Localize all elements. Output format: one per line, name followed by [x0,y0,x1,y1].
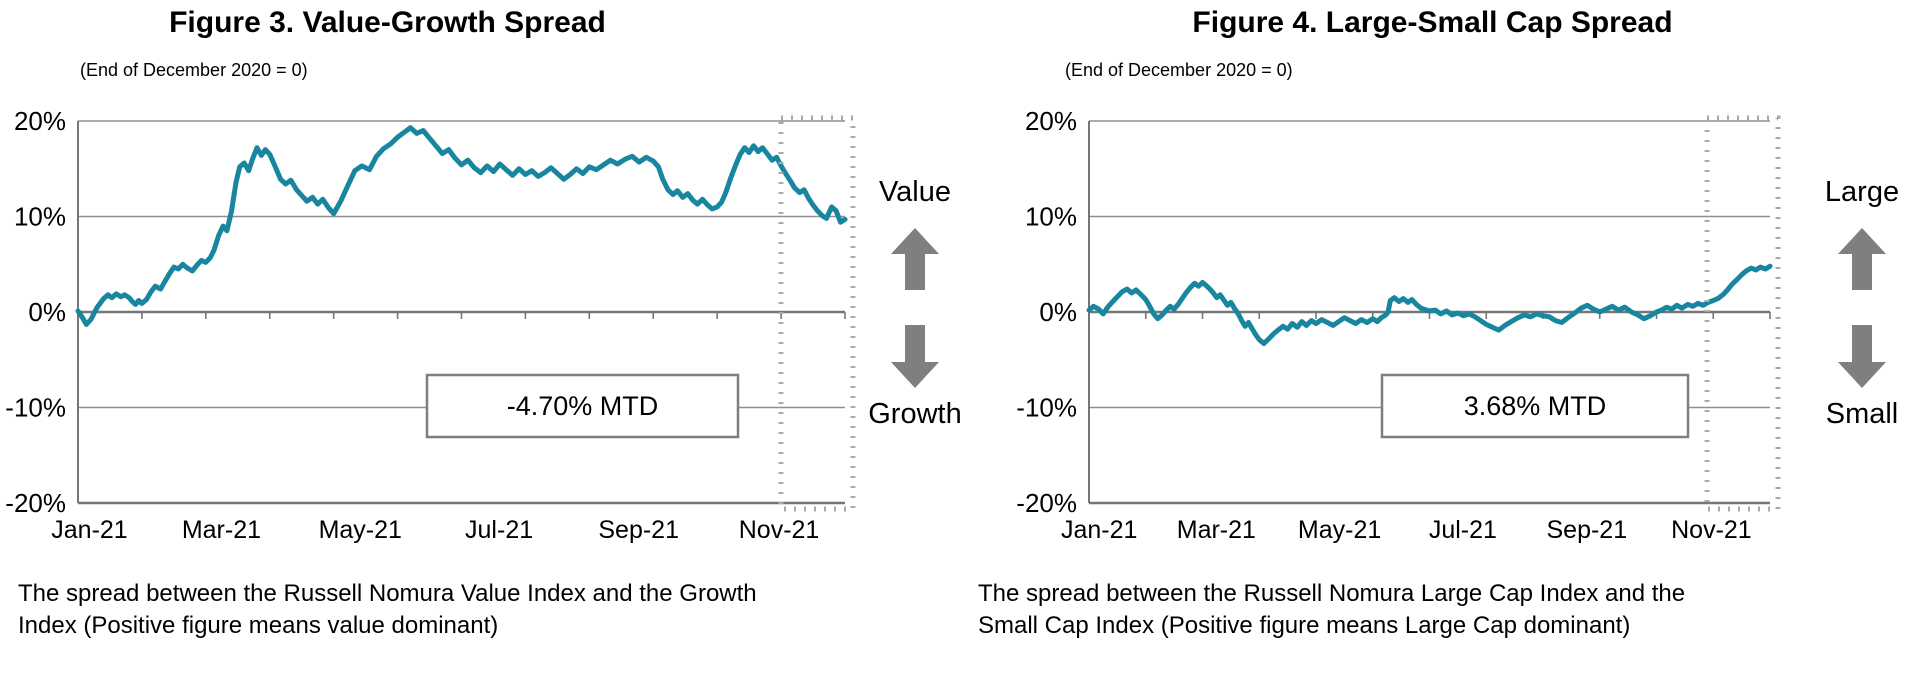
figure4-chart: 20% 10% 0% -10% -20%Jan-21 Mar-21 May-21 Jul-21… [1016,106,1899,544]
arrow-bottom-label: Growth [868,398,960,430]
x-axis-label: Mar-21 [1177,516,1256,544]
y-axis-label: 10% [14,202,66,232]
x-axis-label: Jan-21 [1061,516,1137,544]
december-highlight-box [778,115,856,512]
mtd-callout [1380,373,1690,439]
x-axis-label: Mar-21 [182,516,261,544]
december-highlight-box [1704,115,1781,512]
arrow-top-label: Large [1825,176,1899,208]
arrow-bottom-label: Small [1826,398,1899,430]
y-axis-label: -20% [5,488,66,518]
figure3-chart: 20% 10% 0% -10% -20%Jan-21 Mar-21 May-21 Jul-21… [5,106,960,544]
mtd-callout-label: -4.70% MTD [507,391,659,421]
spread-line [75,125,848,327]
figure3-title: Figure 3. Value-Growth Spread [169,6,606,39]
x-axis-label: May-21 [1298,516,1381,544]
figure3-subtitle: (End of December 2020 = 0) [80,60,308,80]
x-axis-label: Sep-21 [598,516,679,544]
y-axis-label: -10% [1016,393,1077,423]
y-axis-label: 10% [1025,202,1077,232]
figure4-title: Figure 4. Large-Small Cap Spread [1192,6,1673,39]
y-axis-label: 20% [14,106,66,136]
down-arrow-icon [891,325,939,388]
x-axis-label: Jul-21 [465,516,533,544]
up-arrow-icon [891,228,939,290]
figure3-caption: The spread between the Russell Nomura Va… [18,580,757,639]
y-axis-label: 20% [1025,106,1077,136]
figure4-subtitle: (End of December 2020 = 0) [1065,60,1293,80]
figure3-panel: Figure 3. Value-Growth Spread (End of De… [5,6,960,639]
x-axis-label: Nov-21 [739,516,820,544]
y-axis-label: -20% [1016,488,1077,518]
arrow-top-label: Value [879,176,951,208]
x-axis-label: Sep-21 [1546,516,1627,544]
x-axis-label: May-21 [319,516,402,544]
x-axis-label: Nov-21 [1671,516,1752,544]
y-axis-label: -10% [5,393,66,423]
figure4-panel: Figure 4. Large-Small Cap Spread (End of… [960,0,1920,687]
x-axis-label: Jul-21 [1429,516,1497,544]
spread-line [1086,263,1773,346]
up-arrow-icon [1838,228,1886,290]
down-arrow-icon [1838,325,1886,388]
mtd-callout [425,373,740,439]
y-axis-label: 0% [28,297,66,327]
figure4-caption: The spread between the Russell Nomura La… [978,580,1686,639]
mtd-callout-label: 3.68% MTD [1464,391,1607,421]
x-axis-label: Jan-21 [51,516,127,544]
y-axis-label: 0% [1039,297,1077,327]
